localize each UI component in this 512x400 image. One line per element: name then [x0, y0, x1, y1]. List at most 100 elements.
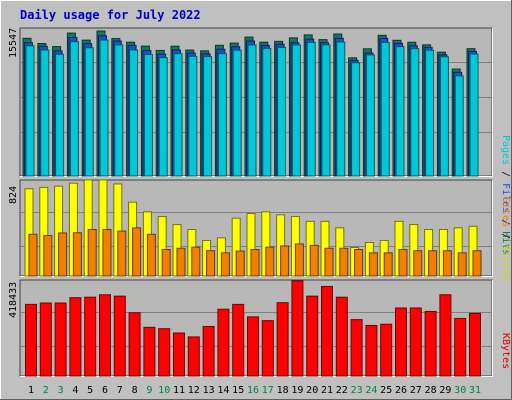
chart-title: Daily usage for July 2022	[20, 8, 201, 22]
top-scale-label: 15547	[8, 28, 19, 58]
day-label-29: 29	[439, 385, 451, 396]
kbytes-bar-4	[69, 297, 82, 377]
kbytes-bar-19	[291, 280, 304, 377]
day-label-31: 31	[469, 385, 481, 396]
sites-bar-26	[398, 249, 408, 277]
kbytes-bar-14	[217, 308, 230, 377]
pages-bar-2	[40, 49, 50, 177]
day-label-25: 25	[380, 385, 392, 396]
kbytes-bar-30	[454, 317, 467, 377]
kbytes-bar-22	[335, 296, 348, 377]
kbytes-bar-31	[469, 312, 481, 377]
pages-bar-6	[99, 39, 109, 177]
pages-bar-16	[247, 44, 257, 177]
legend-part-0: Pages	[500, 135, 511, 165]
pages-bar-12	[188, 55, 198, 177]
sites-bar-4	[72, 232, 82, 277]
kbytes-bar-2	[39, 302, 52, 377]
pages-bar-19	[291, 44, 301, 177]
kbytes-bar-18	[276, 302, 289, 377]
pages-bar-13	[203, 56, 213, 177]
middle-panel-bars	[24, 179, 482, 277]
day-label-28: 28	[425, 385, 437, 396]
day-label-15: 15	[232, 385, 244, 396]
kbytes-bar-9	[143, 326, 156, 377]
kbytes-bar-24	[365, 324, 378, 377]
day-label-7: 7	[117, 385, 123, 396]
pages-bar-15	[232, 49, 242, 177]
middle-scale-label: 824	[8, 186, 19, 204]
sites-bar-6	[102, 229, 112, 277]
kbytes-bar-10	[158, 328, 171, 377]
sites-bar-21	[324, 247, 334, 277]
kbytes-bar-25	[380, 323, 393, 377]
day-label-5: 5	[87, 385, 93, 396]
sites-bar-15	[235, 250, 245, 277]
legend-part-4: Hits	[500, 231, 511, 255]
day-label-4: 4	[72, 385, 78, 396]
day-label-12: 12	[188, 385, 200, 396]
day-label-22: 22	[336, 385, 348, 396]
pages-bar-3	[55, 53, 65, 177]
pages-bar-1	[25, 45, 35, 177]
bottom-scale-label: 418433	[8, 282, 19, 318]
top-legend: Pages / Files / Hits	[500, 135, 511, 255]
day-label-21: 21	[321, 385, 333, 396]
day-label-18: 18	[277, 385, 289, 396]
sites-bar-5	[87, 229, 97, 277]
pages-bar-30	[454, 75, 464, 177]
sites-bar-8	[132, 227, 142, 277]
sites-bar-2	[43, 235, 53, 277]
sites-bar-12	[191, 246, 201, 277]
kbytes-bar-16	[247, 316, 259, 377]
pages-bar-17	[262, 48, 272, 177]
kbytes-bar-29	[439, 294, 452, 377]
sites-bar-11	[176, 247, 186, 277]
sites-bar-24	[368, 252, 378, 277]
kbytes-bar-6	[99, 294, 111, 377]
pages-bar-10	[158, 57, 168, 177]
sites-bar-20	[309, 244, 319, 277]
pages-bar-8	[129, 49, 139, 177]
bottom-panel-bars	[25, 280, 481, 377]
pages-bar-5	[84, 47, 94, 177]
kbytes-bar-1	[25, 303, 37, 377]
pages-bar-27	[410, 48, 420, 177]
kbytes-bar-17	[261, 320, 274, 377]
day-label-10: 10	[158, 385, 170, 396]
day-label-30: 30	[454, 385, 466, 396]
sites-bar-29	[442, 250, 452, 277]
sites-bar-31	[472, 250, 482, 277]
day-label-6: 6	[102, 385, 108, 396]
pages-bar-26	[395, 46, 405, 177]
pages-bar-24	[365, 54, 375, 177]
pages-bar-29	[439, 56, 449, 177]
day-label-16: 16	[247, 385, 259, 396]
pages-bar-4	[69, 41, 79, 177]
pages-bar-21	[321, 44, 331, 177]
day-label-17: 17	[262, 385, 274, 396]
day-label-8: 8	[132, 385, 138, 396]
pages-bar-20	[306, 41, 316, 177]
kbytes-bar-5	[84, 296, 97, 377]
day-label-26: 26	[395, 385, 407, 396]
kbytes-bar-21	[321, 285, 333, 377]
pages-bar-22	[336, 41, 346, 177]
sites-bar-25	[383, 252, 393, 277]
pages-bar-11	[173, 53, 183, 177]
pages-bar-31	[469, 53, 479, 177]
sites-bar-1	[28, 233, 38, 277]
kbytes-bar-20	[306, 295, 319, 377]
legend-part-0: Sites	[500, 197, 511, 227]
sites-bar-16	[250, 249, 260, 277]
kbytes-bar-3	[54, 302, 67, 377]
top-panel-bars	[22, 30, 479, 177]
pages-bar-25	[380, 41, 390, 177]
sites-bar-27	[413, 250, 423, 277]
bottom-legend: KBytes	[500, 333, 511, 369]
legend-part-1: /	[500, 165, 511, 183]
day-label-9: 9	[146, 385, 152, 396]
sites-bar-13	[206, 250, 216, 277]
sites-bar-28	[428, 250, 438, 277]
